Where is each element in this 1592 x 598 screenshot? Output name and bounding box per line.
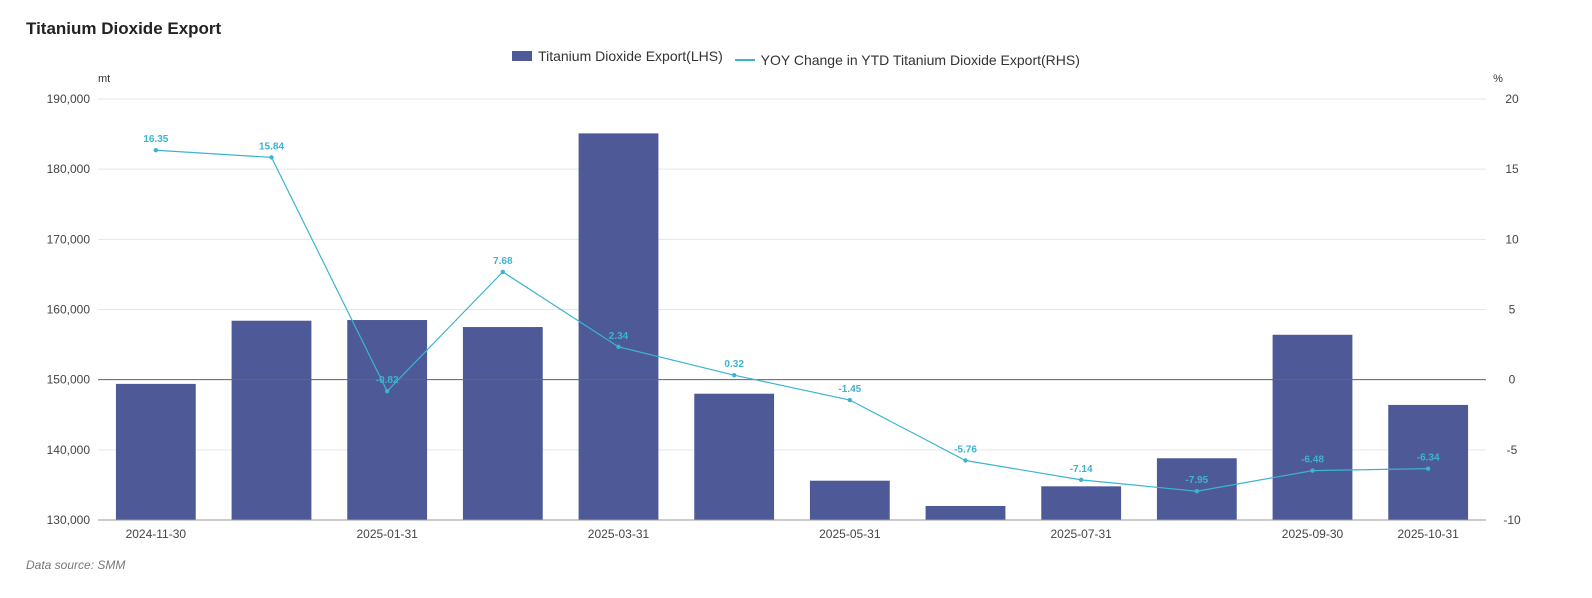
y-right-tick-label: -10 <box>1503 513 1521 527</box>
line-point <box>153 148 159 153</box>
x-tick-label: 2025-01-31 <box>356 527 418 541</box>
bar <box>809 480 890 520</box>
x-tick-label: 2025-05-31 <box>819 527 881 541</box>
legend-line-label: YOY Change in YTD Titanium Dioxide Expor… <box>760 52 1080 68</box>
bar <box>1272 334 1353 520</box>
x-tick-label: 2025-07-31 <box>1050 527 1112 541</box>
y-right-tick-label: 0 <box>1509 373 1516 387</box>
line-point <box>269 155 274 160</box>
bar <box>1388 404 1469 520</box>
y-right-unit: % <box>1493 73 1503 85</box>
y-right-tick-label: 15 <box>1505 162 1519 176</box>
series-line <box>155 149 1429 492</box>
legend-item-bar[interactable]: Titanium Dioxide Export(LHS) <box>512 48 723 64</box>
line-point <box>963 458 968 463</box>
line-point <box>1194 489 1200 494</box>
legend-bar-swatch <box>512 51 533 61</box>
data-label: -7.95 <box>1185 475 1208 486</box>
data-label: 7.68 <box>493 256 513 267</box>
legend: Titanium Dioxide Export(LHS) YOY Change … <box>0 48 1592 68</box>
line-point <box>1425 466 1431 471</box>
legend-item-line[interactable]: YOY Change in YTD Titanium Dioxide Expor… <box>734 52 1080 68</box>
y-left-unit: mt <box>98 73 110 85</box>
data-label: 2.34 <box>609 331 629 342</box>
data-label: -6.34 <box>1417 453 1440 464</box>
bar <box>231 320 312 520</box>
data-label: -5.76 <box>954 444 977 455</box>
x-tick-label: 2025-10-31 <box>1397 527 1459 541</box>
x-tick-label: 2025-03-31 <box>588 527 650 541</box>
data-label: 16.35 <box>143 134 168 145</box>
y-right-tick-label: 10 <box>1505 232 1519 246</box>
y-left-tick-label: 130,000 <box>47 513 91 527</box>
data-label: 0.32 <box>724 359 744 370</box>
legend-line-swatch <box>734 59 755 61</box>
line-point <box>384 388 390 394</box>
y-right-tick-label: -5 <box>1507 443 1518 457</box>
y-left-tick-label: 160,000 <box>47 303 91 317</box>
legend-bar-label: Titanium Dioxide Export(LHS) <box>538 48 723 64</box>
y-right-tick-label: 5 <box>1509 303 1516 317</box>
bar <box>1041 486 1122 520</box>
y-left-tick-label: 140,000 <box>47 443 91 457</box>
line-point <box>616 344 621 350</box>
bar <box>347 320 428 520</box>
line-point <box>1310 468 1315 473</box>
y-left-tick-label: 190,000 <box>47 92 91 106</box>
x-tick-label: 2024-11-30 <box>126 527 187 541</box>
data-label: -7.14 <box>1070 464 1093 475</box>
data-label: 15.84 <box>259 141 284 152</box>
data-label: -6.48 <box>1301 455 1324 466</box>
line-point <box>500 269 506 275</box>
data-source: Data source: SMM <box>26 558 126 572</box>
line-point <box>1078 477 1084 483</box>
x-tick-label: 2025-09-30 <box>1282 527 1344 541</box>
bar <box>578 133 659 521</box>
y-left-tick-label: 150,000 <box>47 373 91 387</box>
data-label: -0.82 <box>376 375 399 386</box>
y-left-tick-label: 180,000 <box>47 162 91 176</box>
bar <box>115 383 196 520</box>
chart-title: Titanium Dioxide Export <box>26 19 222 38</box>
bar <box>462 327 543 520</box>
bar <box>925 505 1006 520</box>
bar <box>694 393 775 520</box>
data-label: -1.45 <box>838 384 861 395</box>
y-left-tick-label: 170,000 <box>47 232 91 246</box>
line-point <box>731 372 737 378</box>
y-right-tick-label: 20 <box>1505 92 1519 106</box>
line-point <box>847 397 853 403</box>
